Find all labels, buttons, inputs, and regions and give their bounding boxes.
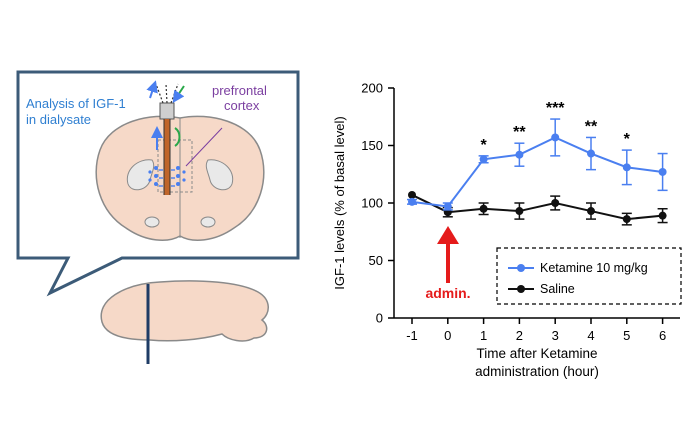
legend-box: [496, 247, 682, 305]
admin-arrowhead: [437, 226, 459, 244]
x-tick-label: -1: [406, 328, 418, 343]
data-point: [658, 211, 667, 220]
data-point: [443, 202, 452, 211]
y-tick-label: 150: [361, 138, 383, 153]
legend-marker-saline: [517, 285, 525, 293]
cortex-label-line1: prefrontal: [212, 83, 267, 98]
significance-mark: **: [513, 124, 526, 141]
significance-mark: **: [585, 118, 598, 135]
x-axis-label-line2: administration (hour): [475, 364, 599, 379]
data-point: [587, 207, 595, 216]
x-tick-label: 6: [659, 328, 666, 343]
x-tick-label: 0: [444, 328, 451, 343]
y-tick-label: 200: [361, 81, 383, 96]
data-point: [622, 215, 631, 224]
significance-mark: *: [480, 137, 487, 154]
legend: Ketamine 10 mg/kg Saline: [496, 247, 682, 305]
series-line: [411, 136, 663, 208]
chart: IGF-1 levels (% of basal level) 05010015…: [332, 81, 682, 379]
y-ticks: 0 50 100 150 200: [361, 81, 394, 326]
diagram-panel: Analysis of IGF-1 in dialysate prefronta…: [16, 70, 300, 364]
legend-marker-ketamine: [517, 264, 525, 272]
significance-mark: ***: [546, 100, 565, 117]
x-tick-label: 4: [587, 328, 594, 343]
analysis-label-line1: Analysis of IGF-1: [26, 96, 126, 111]
significance-layer: *********: [480, 100, 630, 154]
brain-sagittal-section-icon: [100, 280, 269, 364]
data-point: [622, 163, 631, 172]
x-tick-label: 3: [552, 328, 559, 343]
data-point: [408, 197, 416, 206]
series-ketamine: [407, 118, 668, 211]
data-point: [551, 199, 560, 207]
y-axis-label: IGF-1 levels (% of basal level): [332, 116, 347, 289]
data-point: [587, 149, 595, 158]
y-tick-label: 0: [376, 311, 383, 326]
data-point: [515, 150, 524, 159]
data-point: [408, 190, 416, 199]
series-saline: [408, 190, 668, 226]
series-line: [411, 194, 663, 221]
admin-annotation: admin.: [425, 226, 471, 301]
x-tick-label: 5: [623, 328, 630, 343]
y-tick-label: 50: [369, 253, 383, 268]
brain-coronal-section-icon: [95, 115, 265, 241]
analysis-label-line2: in dialysate: [26, 112, 91, 127]
data-point: [658, 167, 667, 176]
legend-label-saline: Saline: [540, 282, 575, 296]
legend-label-ketamine: Ketamine 10 mg/kg: [540, 261, 648, 275]
x-tick-label: 1: [480, 328, 487, 343]
cortex-label-line2: cortex: [224, 98, 260, 113]
data-point: [479, 204, 488, 213]
x-axis-label-line1: Time after Ketamine: [476, 346, 597, 361]
x-ticks: -1 0 1 2 3 4 5 6: [406, 318, 666, 343]
data-point: [479, 155, 488, 164]
cortex-pointer: [185, 127, 223, 167]
significance-mark: *: [624, 131, 631, 148]
y-tick-label: 100: [361, 196, 383, 211]
admin-label: admin.: [425, 285, 470, 301]
series-layer: [407, 118, 668, 226]
arrow-down-icon: [172, 85, 185, 103]
data-point: [515, 207, 524, 216]
microdialysis-probe-icon: [146, 80, 186, 195]
x-tick-label: 2: [516, 328, 523, 343]
data-point: [551, 133, 560, 142]
